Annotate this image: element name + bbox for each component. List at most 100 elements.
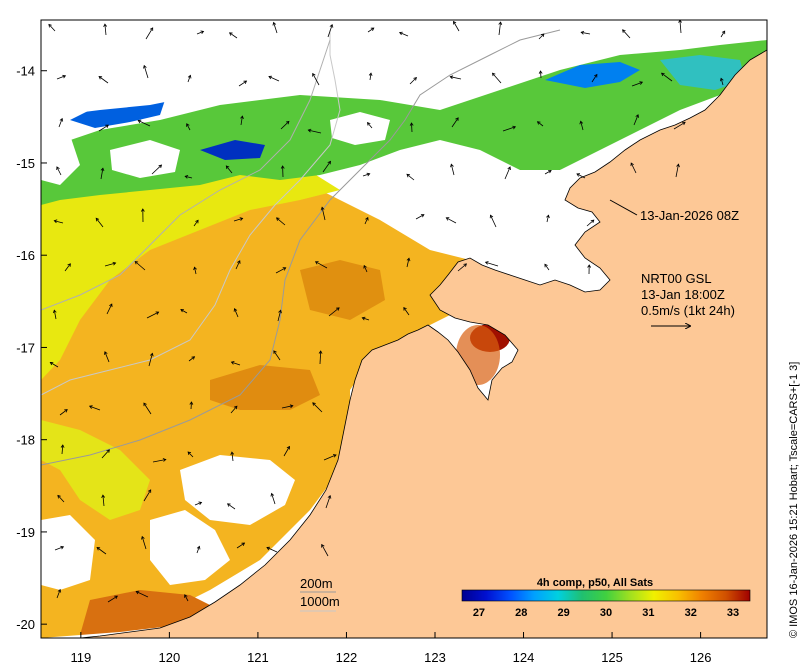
current-vector-head xyxy=(406,257,411,262)
current-vector-head xyxy=(489,214,494,219)
current-vector xyxy=(576,173,586,179)
plot-frame xyxy=(40,19,768,639)
current-vector-head xyxy=(327,160,331,165)
colorbar-gradient xyxy=(461,589,751,602)
sst-region-dark-orange-2 xyxy=(300,260,385,320)
current-vector xyxy=(138,120,151,127)
current-vector xyxy=(180,309,188,314)
current-vector-head xyxy=(635,114,639,118)
current-vector xyxy=(190,401,192,410)
isobath-200m xyxy=(41,29,561,466)
current-vector-head xyxy=(280,165,285,169)
current-vector xyxy=(328,307,340,317)
current-vector xyxy=(315,261,328,269)
current-vector xyxy=(622,29,631,39)
current-vector-head xyxy=(639,81,644,85)
current-vector-head xyxy=(540,33,545,37)
lat-tick-label: -19 xyxy=(16,525,35,540)
current-vector-head xyxy=(200,30,205,35)
current-vector-head xyxy=(149,27,154,31)
current-vector xyxy=(187,451,194,458)
current-vector xyxy=(362,317,370,321)
current-vector-head xyxy=(162,458,167,462)
current-vector-head xyxy=(678,20,682,23)
current-vector xyxy=(58,118,63,128)
current-vector xyxy=(446,217,457,224)
current-vector xyxy=(194,267,197,275)
current-vector-head xyxy=(96,547,101,551)
current-vector xyxy=(277,310,282,322)
current-vector xyxy=(367,122,373,129)
current-vector-head xyxy=(307,128,312,133)
current-vector xyxy=(399,32,409,37)
current-vector xyxy=(235,260,241,270)
current-vector xyxy=(268,76,280,82)
current-vector xyxy=(322,161,331,173)
colorbar-tick-label: 28 xyxy=(515,607,527,619)
current-vector-head xyxy=(420,214,425,218)
current-vector-head xyxy=(332,454,337,458)
current-vector xyxy=(194,502,202,506)
current-vector xyxy=(143,402,152,415)
current-vector-head xyxy=(463,263,467,267)
current-vector-head xyxy=(98,76,103,80)
current-vector-head xyxy=(536,121,541,125)
current-vector-head xyxy=(59,117,64,122)
current-vector-head xyxy=(147,489,152,493)
current-vector xyxy=(633,114,639,126)
current-vector-head xyxy=(240,115,244,120)
current-vector xyxy=(187,75,191,83)
current-vector xyxy=(57,495,65,503)
current-vector xyxy=(450,76,462,80)
current-vector-head xyxy=(180,309,184,313)
current-vector-head xyxy=(186,123,190,127)
current-vector-head xyxy=(141,535,145,540)
current-vector xyxy=(196,31,204,35)
current-vector-head xyxy=(453,20,457,25)
current-vector xyxy=(231,452,234,462)
current-vector xyxy=(450,164,455,176)
current-vector-head xyxy=(48,23,52,28)
current-vector-head xyxy=(198,501,203,506)
current-vector xyxy=(56,166,62,176)
colorbar-tick-label: 29 xyxy=(558,607,570,619)
current-vector xyxy=(56,75,66,80)
current-vector-head xyxy=(406,173,411,178)
current-vector-head xyxy=(272,21,277,26)
current-vector-head xyxy=(239,217,244,221)
current-vector xyxy=(145,27,154,40)
current-vector xyxy=(98,124,109,132)
current-vector-head xyxy=(403,306,407,311)
current-vector xyxy=(184,594,189,602)
lon-tick-label: 126 xyxy=(690,650,712,665)
lat-tick-label: -14 xyxy=(16,64,35,79)
current-vector-head xyxy=(60,545,65,550)
current-vector-head xyxy=(270,492,275,497)
current-vector-head xyxy=(282,267,287,271)
current-vector xyxy=(323,454,337,461)
current-vector-head xyxy=(100,167,105,172)
current-vector xyxy=(143,489,152,502)
lat-tick-label: -17 xyxy=(16,340,35,355)
current-vector-head xyxy=(594,73,598,78)
current-vector xyxy=(485,261,499,267)
pass-time-label: 13-Jan-2026 08Z xyxy=(640,208,739,223)
current-vector xyxy=(53,310,57,320)
current-vector-head xyxy=(320,206,325,211)
current-vector xyxy=(143,65,149,79)
current-vector-head xyxy=(413,77,417,81)
current-vector xyxy=(236,542,245,549)
lat-tick-label: -16 xyxy=(16,248,35,263)
latitude-axis: -14 -15 -16 -17 -18 -19 -20 xyxy=(16,64,47,632)
current-vector xyxy=(59,409,68,416)
current-vector xyxy=(106,303,113,315)
current-vector xyxy=(234,308,239,318)
current-vector-head xyxy=(243,80,248,84)
sst-region-yellow-2 xyxy=(41,420,150,520)
current-vector xyxy=(673,121,686,130)
current-vector-head xyxy=(62,74,67,79)
current-vector-head xyxy=(336,307,340,311)
current-vector-head xyxy=(225,165,230,170)
current-vector xyxy=(107,595,118,603)
current-vector xyxy=(544,264,550,271)
